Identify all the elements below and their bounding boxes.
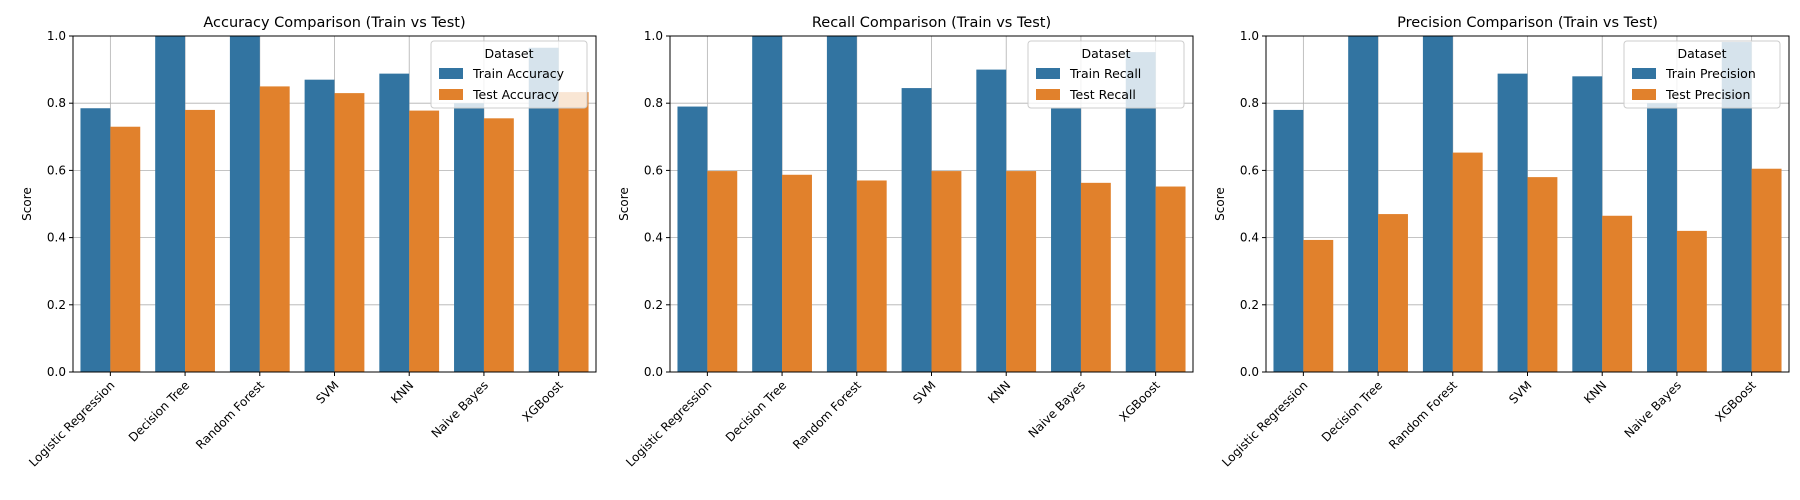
legend-label: Train Recall: [1069, 66, 1141, 81]
bar-train: [677, 106, 708, 372]
bar-test: [1303, 239, 1334, 372]
y-tick-label: 0.8: [47, 96, 66, 110]
legend-swatch-train: [439, 68, 463, 79]
bar-train: [901, 88, 932, 372]
bar-train: [1422, 36, 1453, 372]
bar-train: [1348, 36, 1379, 372]
bar-test: [1676, 230, 1707, 372]
legend-swatch-test: [1036, 89, 1060, 100]
bar-train: [1051, 108, 1081, 373]
y-tick-label: 0.0: [1240, 365, 1259, 379]
bar-train: [304, 79, 335, 373]
bar-test: [1006, 171, 1037, 372]
y-tick-label: 0.2: [644, 298, 663, 312]
chart-title: Recall Comparison (Train vs Test): [812, 15, 1051, 31]
legend-label: Test Accuracy: [472, 87, 559, 102]
bar-test: [1080, 182, 1111, 372]
legend-box: [430, 40, 588, 109]
legend-swatch-test: [439, 89, 463, 100]
bar-test: [483, 118, 514, 372]
chart-title: Precision Comparison (Train vs Test): [1397, 15, 1658, 31]
y-tick-label: 1.0: [47, 29, 66, 43]
legend-box: [1027, 40, 1185, 109]
y-tick-label: 0.4: [644, 231, 663, 245]
y-tick-label: 0.6: [644, 163, 663, 177]
bar-train: [1647, 103, 1677, 372]
bar-test: [110, 126, 141, 372]
bar-test: [259, 86, 290, 373]
y-tick-label: 0.0: [644, 365, 663, 379]
bar-test: [334, 93, 365, 373]
y-axis-label: Score: [617, 187, 631, 221]
bar-test: [782, 174, 812, 372]
legend-label: Test Precision: [1665, 87, 1750, 102]
y-tick-label: 0.0: [47, 365, 66, 379]
y-tick-label: 0.4: [47, 231, 66, 245]
bar-test: [707, 171, 738, 372]
y-tick-label: 1.0: [1240, 29, 1259, 43]
y-axis-label: Score: [20, 187, 34, 221]
bar-train: [752, 36, 783, 372]
bar-train: [379, 73, 410, 372]
bar-test: [1527, 177, 1558, 372]
y-tick-label: 0.8: [644, 96, 663, 110]
bar-test: [558, 92, 589, 372]
legend-box: [1623, 40, 1781, 109]
bar-test: [1378, 214, 1408, 372]
y-tick-label: 0.6: [1240, 163, 1259, 177]
legend: Dataset Train Recall Test Recall: [1027, 40, 1185, 109]
legend-title: Dataset: [485, 46, 534, 61]
y-tick-label: 0.6: [47, 163, 66, 177]
y-tick-label: 1.0: [644, 29, 663, 43]
bar-test: [856, 180, 887, 372]
bar-test: [185, 109, 215, 373]
bar-test: [409, 110, 440, 372]
bar-train: [1273, 109, 1304, 373]
legend-swatch-train: [1036, 68, 1060, 79]
y-tick-label: 0.4: [1240, 231, 1259, 245]
y-tick-label: 0.8: [1240, 96, 1259, 110]
legend-swatch-train: [1632, 68, 1656, 79]
chart-title: Accuracy Comparison (Train vs Test): [203, 15, 465, 31]
bar-test: [1751, 168, 1782, 372]
bar-train: [1572, 76, 1603, 372]
bar-train: [80, 108, 111, 373]
y-axis-label: Score: [1213, 187, 1227, 221]
legend-swatch-test: [1632, 89, 1656, 100]
bar-train: [1497, 73, 1528, 372]
y-tick-label: 0.2: [1240, 298, 1259, 312]
bar-train: [976, 69, 1007, 372]
bar-train: [229, 36, 260, 372]
bar-train: [155, 36, 186, 372]
legend-title: Dataset: [1082, 46, 1131, 61]
legend-label: Train Accuracy: [472, 66, 565, 81]
bar-train: [826, 36, 857, 372]
bar-test: [931, 171, 962, 372]
y-tick-label: 0.2: [47, 298, 66, 312]
bar-test: [1602, 215, 1633, 372]
legend-title: Dataset: [1678, 46, 1727, 61]
bar-test: [1452, 152, 1483, 372]
legend-label: Train Precision: [1665, 66, 1756, 81]
legend: Dataset Train Precision Test Precision: [1623, 40, 1781, 109]
legend-label: Test Recall: [1069, 87, 1136, 102]
bar-train: [454, 103, 484, 372]
legend: Dataset Train Accuracy Test Accuracy: [430, 40, 588, 109]
bar-test: [1155, 186, 1186, 372]
